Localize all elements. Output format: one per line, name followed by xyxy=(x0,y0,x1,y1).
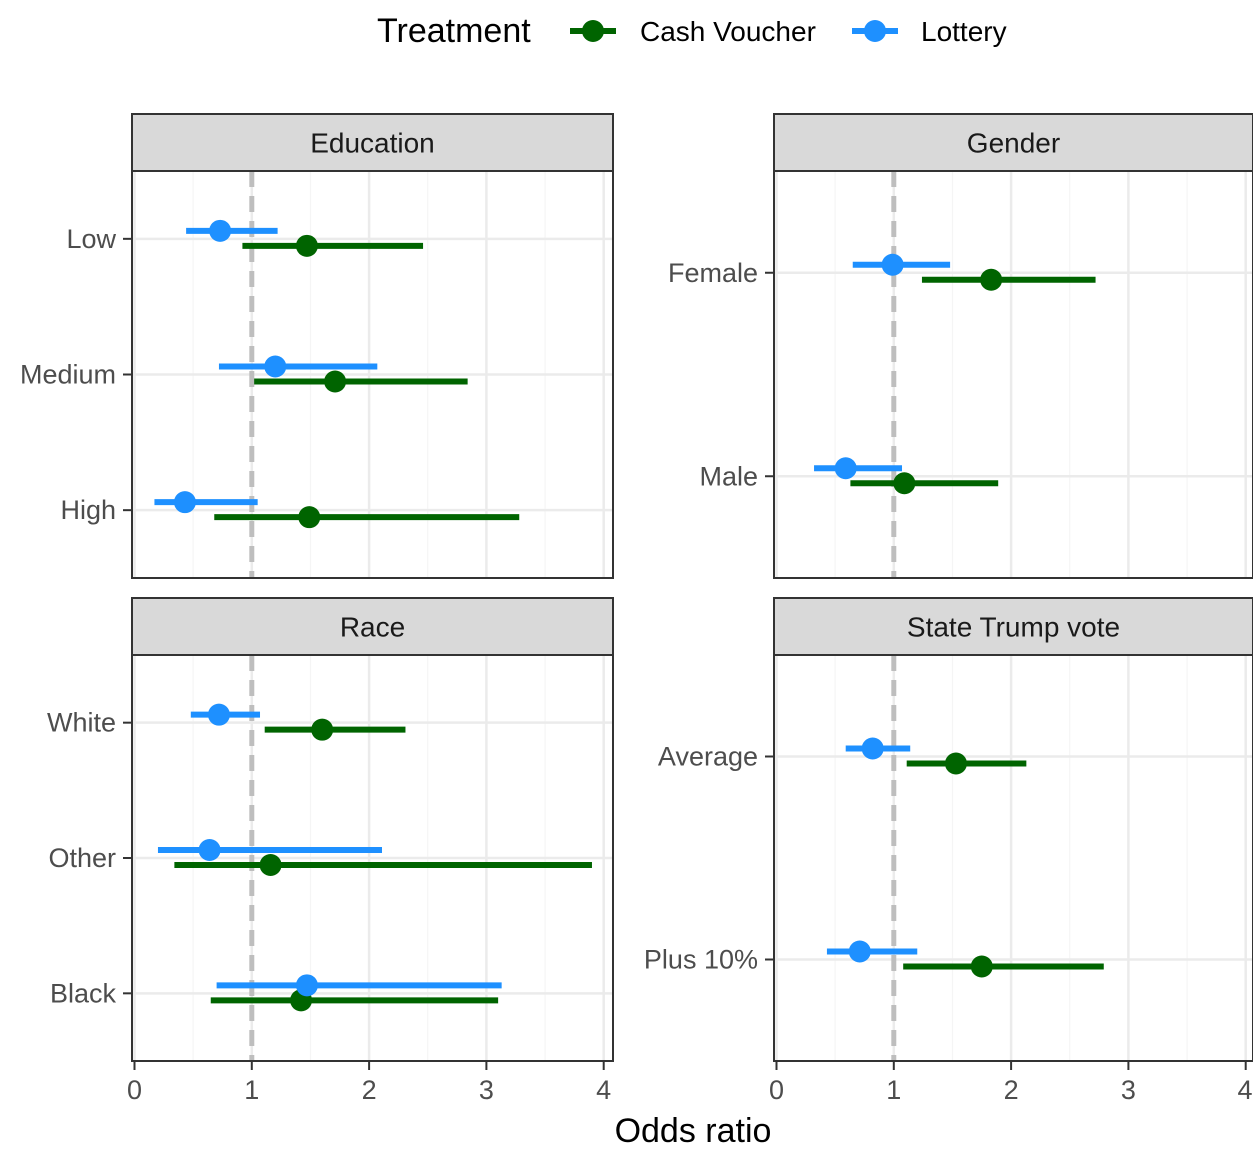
legend-title: Treatment xyxy=(377,12,531,50)
panel-title-race: Race xyxy=(340,612,405,643)
panel-title-state-trump-vote: State Trump vote xyxy=(907,612,1120,643)
panel-title-education: Education xyxy=(310,128,435,159)
x-tick-label: 1 xyxy=(244,1075,259,1105)
x-tick-label: 0 xyxy=(127,1075,142,1105)
y-tick-label-plus-10: Plus 10% xyxy=(644,945,758,975)
x-tick-label: 3 xyxy=(1121,1075,1136,1105)
panel-race: Race Black Other White 0 1 2 3 4 xyxy=(47,597,614,1105)
y-tick-label-male: Male xyxy=(699,461,758,491)
panel-title-gender: Gender xyxy=(967,128,1060,159)
point-lottery-average xyxy=(861,737,884,760)
panel-strip-state-trump-vote xyxy=(773,597,1253,656)
x-tick-label: 0 xyxy=(769,1075,784,1105)
point-cash-voucher-plus-10 xyxy=(970,955,993,978)
point-lottery-plus-10 xyxy=(848,940,871,963)
panels: Education High Medium Low Gender Male Female Ra… xyxy=(20,113,1253,1105)
panel-background-state-trump-vote xyxy=(774,655,1253,1061)
point-cash-voucher-high xyxy=(298,506,321,529)
panel-gender: Gender Male Female xyxy=(668,113,1253,579)
point-cash-voucher-white xyxy=(311,718,334,741)
point-lottery-male xyxy=(834,457,857,480)
legend-key-point-cash-voucher xyxy=(582,20,604,42)
point-cash-voucher-other xyxy=(259,854,282,876)
y-tick-label-black: Black xyxy=(50,978,117,1008)
point-cash-voucher-medium xyxy=(324,370,347,393)
x-tick-label: 2 xyxy=(1004,1075,1019,1105)
panel-background-gender xyxy=(774,171,1253,578)
point-cash-voucher-low xyxy=(295,234,318,257)
panel-border-state-trump-vote xyxy=(773,654,1253,1062)
y-tick-label-white: White xyxy=(47,708,116,738)
point-cash-voucher-male xyxy=(893,472,916,495)
x-tick-label: 1 xyxy=(886,1075,901,1105)
panel-strip-gender xyxy=(773,113,1253,172)
x-tick-label: 4 xyxy=(596,1075,611,1105)
point-lottery-medium xyxy=(264,355,287,378)
point-lottery-black xyxy=(295,974,318,997)
panel-education: Education High Medium Low xyxy=(20,113,614,579)
y-tick-label-other: Other xyxy=(48,843,116,873)
y-tick-label-high: High xyxy=(60,495,116,525)
legend-key-point-lottery xyxy=(864,20,886,42)
point-lottery-low xyxy=(209,219,232,242)
y-tick-label-low: Low xyxy=(66,224,116,254)
panel-strip-race xyxy=(131,597,614,656)
y-tick-label-medium: Medium xyxy=(20,360,116,390)
point-lottery-high xyxy=(173,491,196,514)
legend-label-cash-voucher: Cash Voucher xyxy=(640,16,816,47)
x-axis-title: Odds ratio xyxy=(615,1112,772,1149)
panel-border-gender xyxy=(773,170,1253,579)
legend-label-lottery: Lottery xyxy=(921,16,1007,47)
x-tick-label: 4 xyxy=(1237,1075,1252,1105)
x-tick-label: 2 xyxy=(362,1075,377,1105)
legend-item-cash-voucher: Cash Voucher xyxy=(570,16,816,47)
panel-strip-education xyxy=(131,113,614,172)
y-tick-label-female: Female xyxy=(668,258,758,288)
panel-state-trump-vote: State Trump vote Plus 10% Average 0 1 2 3 4 xyxy=(644,597,1253,1105)
point-cash-voucher-average xyxy=(944,752,967,775)
y-tick-label-average: Average xyxy=(658,742,758,772)
legend: Treatment Cash Voucher Lottery xyxy=(377,12,1007,50)
point-lottery-female xyxy=(881,253,904,276)
point-lottery-other xyxy=(198,839,221,861)
legend-item-lottery: Lottery xyxy=(852,16,1007,47)
x-tick-label: 3 xyxy=(479,1075,494,1105)
point-lottery-white xyxy=(207,703,230,726)
point-cash-voucher-female xyxy=(980,268,1003,291)
